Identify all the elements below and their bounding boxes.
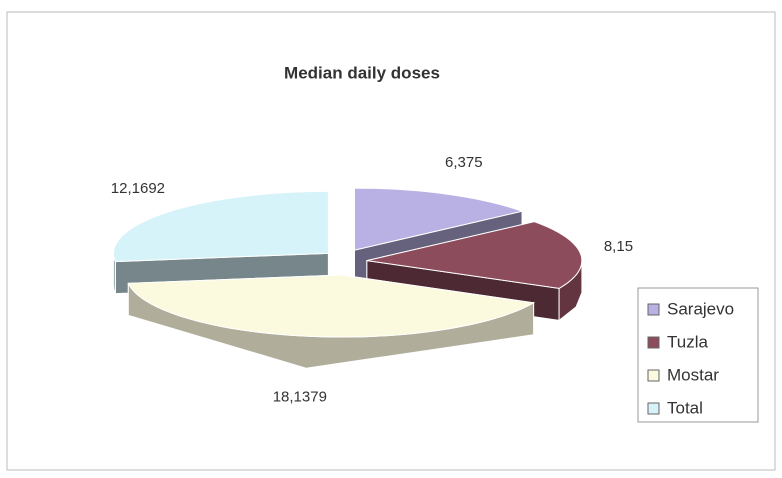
slice	[112, 190, 329, 263]
legend-swatch	[647, 336, 660, 349]
legend-label: Total	[667, 398, 703, 417]
legend-swatch	[647, 303, 660, 316]
legend-label: Mostar	[667, 365, 719, 384]
legend-swatch	[647, 402, 660, 415]
data-label: 12,1692	[111, 180, 165, 197]
legend-label: Sarajevo	[667, 299, 734, 318]
slice	[366, 221, 583, 289]
legend-label: Tuzla	[667, 332, 708, 351]
data-label: 18,1379	[273, 389, 327, 406]
legend-swatch	[647, 369, 660, 382]
data-label: 6,375	[445, 154, 483, 171]
slice	[353, 187, 524, 251]
data-label: 8,15	[604, 238, 633, 255]
slice	[127, 274, 536, 338]
chart-title: Median daily doses	[284, 63, 440, 82]
